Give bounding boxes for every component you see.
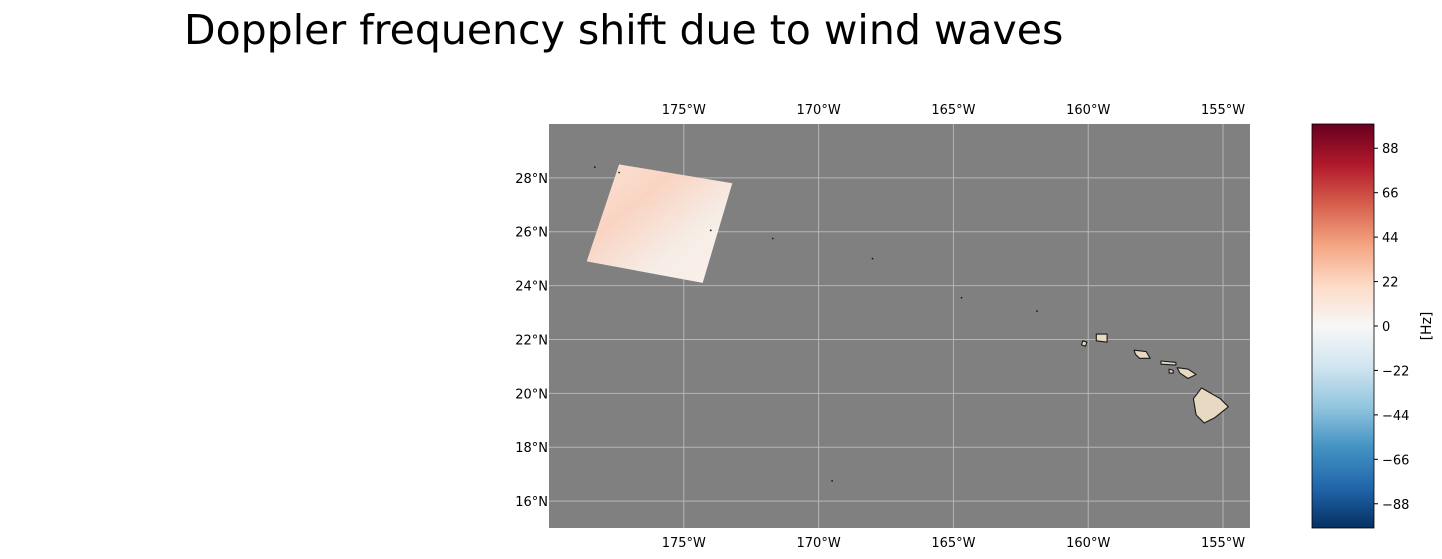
island-niihau	[1080, 340, 1088, 347]
colorbar-tick-label: 88	[1382, 142, 1399, 157]
colorbar-tick-label: −44	[1382, 409, 1409, 424]
islet-marker	[771, 237, 774, 240]
lon-tick-label-bottom: 170°W	[797, 536, 841, 551]
colorbar-label: [Hz]	[1419, 312, 1435, 341]
map-tick-labels: 175°W 175°W 170°W 170°W 165°W 165°W 160°W 160°W…	[515, 103, 1245, 551]
colorbar-tick-label: 22	[1382, 276, 1399, 291]
sar-swath-layer	[586, 164, 733, 283]
lon-tick-label-bottom: 175°W	[662, 536, 706, 551]
colorbar-tick-label: −88	[1382, 498, 1409, 513]
lon-tick-label-bottom: 160°W	[1066, 536, 1110, 551]
islet-marker	[618, 171, 620, 174]
lon-tick-label-top: 160°W	[1066, 103, 1110, 118]
lat-tick-label: 26°N	[515, 226, 548, 241]
colorbar-ticks: 88 66 44 22 0 −22 −44 −66 −88	[1374, 142, 1409, 513]
island-hawaii	[1192, 387, 1229, 424]
island-molokai	[1160, 360, 1177, 366]
island-maui	[1176, 367, 1197, 380]
islet-marker	[871, 257, 874, 260]
colorbar-tick-label: 0	[1382, 320, 1390, 335]
lat-tick-label: 22°N	[515, 333, 548, 348]
islet-marker	[960, 296, 963, 299]
lat-tick-label: 20°N	[515, 387, 548, 402]
colorbar-tick-label: −22	[1382, 364, 1409, 379]
colorbar-tick-label: 44	[1382, 231, 1399, 246]
islet-marker	[593, 166, 596, 168]
islet-marker	[709, 229, 712, 232]
colorbar-tick-label: −66	[1382, 453, 1409, 468]
island-oahu	[1133, 349, 1151, 359]
land-layer	[593, 166, 1229, 482]
island-kauai	[1095, 333, 1108, 343]
islet-marker	[831, 479, 833, 482]
sar-swath	[586, 164, 733, 283]
lat-tick-label: 16°N	[515, 495, 548, 510]
lon-tick-label-bottom: 155°W	[1201, 536, 1245, 551]
colorbar-tick-label: 66	[1382, 187, 1399, 202]
chart-title: Doppler frequency shift due to wind wave…	[184, 6, 1064, 54]
lat-tick-label: 24°N	[515, 280, 548, 295]
lon-tick-label-top: 155°W	[1201, 103, 1245, 118]
lon-tick-label-top: 170°W	[797, 103, 841, 118]
island-lanai	[1168, 368, 1174, 374]
lat-tick-label: 18°N	[515, 441, 548, 456]
lon-tick-label-top: 175°W	[662, 103, 706, 118]
islet-marker	[1036, 310, 1038, 313]
lon-tick-label-bottom: 165°W	[931, 536, 975, 551]
lon-tick-label-top: 165°W	[931, 103, 975, 118]
lat-tick-label: 28°N	[515, 172, 548, 187]
colorbar	[1311, 123, 1375, 529]
